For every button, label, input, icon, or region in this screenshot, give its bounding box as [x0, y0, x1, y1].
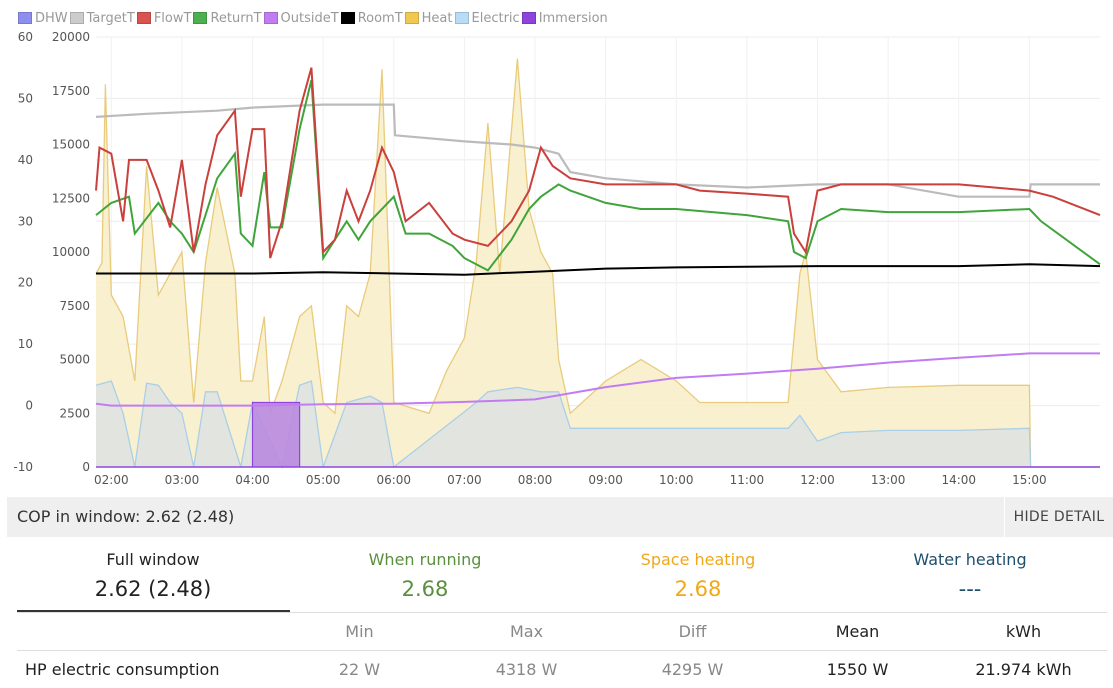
- x-tick-label: 09:00: [588, 473, 623, 487]
- stat-space-heating-value: 2.68: [674, 577, 722, 601]
- row-kwh: 21.974 kWh: [975, 660, 1072, 679]
- legend-swatch: [454, 12, 469, 24]
- legend-swatch: [136, 12, 151, 24]
- y-left-tick-label: 40: [18, 153, 33, 167]
- chart-svg[interactable]: 60 50 40 30 20 10 0 -10 20000 17500 15000 12500 1000…: [0, 0, 1113, 497]
- stat-full-window-value: 2.62 (2.48): [94, 577, 212, 601]
- legend-item-flowt[interactable]: FlowT: [136, 10, 192, 26]
- flow-t-line: [95, 67, 1101, 259]
- legend-label: Electric: [471, 10, 520, 26]
- stat-when-running[interactable]: When running 2.68: [289, 540, 561, 601]
- row-label: HP electric consumption: [25, 660, 220, 679]
- y-right-tick-label: 12500: [52, 191, 90, 205]
- y-left-tick-label: 30: [18, 214, 33, 228]
- y-right-tick-label: 2500: [59, 406, 90, 420]
- legend-item-roomt[interactable]: RoomT: [340, 10, 403, 26]
- header-max: Max: [509, 622, 544, 641]
- legend-label: OutsideT: [280, 10, 339, 26]
- heat-area: [96, 58, 1100, 467]
- header-diff: Diff: [678, 622, 707, 641]
- y-right-tick-label: 17500: [52, 84, 90, 98]
- row-mean: 1550 W: [826, 660, 889, 679]
- legend-label: FlowT: [153, 10, 192, 26]
- stat-space-heating-label: Space heating: [640, 550, 756, 569]
- consumption-table: Min Max Diff Mean kWh HP electric consum…: [17, 612, 1107, 688]
- stat-water-heating-value: ---: [958, 577, 982, 601]
- x-tick-label: 03:00: [165, 473, 200, 487]
- x-tick-label: 07:00: [447, 473, 482, 487]
- y-left-tick-label: -10: [13, 460, 33, 474]
- cop-stats: Full window 2.62 (2.48) When running 2.6…: [17, 540, 1107, 612]
- y-left-tick-label: 60: [18, 30, 33, 44]
- y-right-tick-label: 20000: [52, 30, 90, 44]
- chart-legend: DHW TargetT FlowT ReturnT OutsideT RoomT Heat E…: [18, 10, 610, 26]
- legend-label: Heat: [421, 10, 453, 26]
- header-kwh: kWh: [1005, 622, 1042, 641]
- legend-item-returnt[interactable]: ReturnT: [193, 10, 262, 26]
- cop-bar: COP in window: 2.62 (2.48) HIDE DETAIL: [7, 497, 1113, 537]
- stat-when-running-value: 2.68: [401, 577, 449, 601]
- legend-item-electric[interactable]: Electric: [454, 10, 520, 26]
- target-t-line: [95, 103, 1100, 198]
- y-right-tick-label: 0: [82, 460, 90, 474]
- outside-t-line: [95, 352, 1100, 407]
- stat-full-window[interactable]: Full window 2.62 (2.48): [17, 540, 289, 601]
- x-tick-label: 10:00: [659, 473, 694, 487]
- x-tick-label: 05:00: [306, 473, 341, 487]
- legend-item-targett[interactable]: TargetT: [69, 10, 135, 26]
- y-right-tick-label: 15000: [52, 138, 90, 152]
- x-tick-label: 04:00: [235, 473, 270, 487]
- stat-full-window-label: Full window: [106, 550, 200, 569]
- y-right-tick-label: 10000: [52, 245, 90, 259]
- legend-swatch: [263, 12, 278, 24]
- stat-water-heating-label: Water heating: [913, 550, 1027, 569]
- y-left-tick-label: 20: [18, 276, 33, 290]
- x-tick-label: 02:00: [94, 473, 129, 487]
- legend-swatch: [404, 12, 419, 24]
- hide-detail-button[interactable]: HIDE DETAIL: [1004, 497, 1113, 537]
- legend-item-immersion[interactable]: Immersion: [521, 10, 608, 26]
- cop-in-window-label: COP in window: 2.62 (2.48): [17, 507, 235, 526]
- y-right-tick-label: 5000: [59, 353, 90, 367]
- return-t-line: [95, 79, 1101, 272]
- legend-label: RoomT: [357, 10, 403, 26]
- stat-when-running-label: When running: [368, 550, 482, 569]
- legend-swatch: [69, 12, 84, 24]
- legend-swatch: [521, 12, 536, 24]
- header-min: Min: [345, 622, 374, 641]
- chart-area[interactable]: 60 50 40 30 20 10 0 -10 20000 17500 15000 12500 1000…: [0, 0, 1113, 497]
- legend-swatch: [193, 12, 208, 24]
- row-diff: 4295 W: [661, 660, 724, 679]
- active-tab-underline: [17, 610, 290, 612]
- legend-label: TargetT: [86, 10, 135, 26]
- x-tick-label: 14:00: [941, 473, 976, 487]
- y-left-tick-label: 10: [18, 337, 33, 351]
- stat-space-heating[interactable]: Space heating 2.68: [562, 540, 834, 601]
- legend-swatch: [340, 12, 355, 24]
- row-min: 22 W: [338, 660, 381, 679]
- x-tick-label: 13:00: [871, 473, 906, 487]
- table-header-row: Min Max Diff Mean kWh: [17, 612, 1107, 651]
- legend-label: Immersion: [538, 10, 608, 26]
- stat-water-heating[interactable]: Water heating ---: [834, 540, 1106, 601]
- room-t-line: [96, 263, 1101, 276]
- legend-item-dhw[interactable]: DHW: [18, 11, 68, 26]
- header-mean: Mean: [835, 622, 880, 641]
- legend-swatch: [18, 12, 32, 24]
- table-row: HP electric consumption 22 W 4318 W 4295…: [17, 651, 1107, 688]
- y-left-tick-label: 50: [18, 91, 33, 105]
- row-max: 4318 W: [495, 660, 558, 679]
- legend-item-heat[interactable]: Heat: [404, 10, 453, 26]
- heat-line: [95, 58, 1100, 468]
- y-right-tick-label: 7500: [59, 299, 90, 313]
- x-tick-label: 15:00: [1012, 473, 1047, 487]
- legend-label: DHW: [35, 10, 68, 26]
- legend-label: ReturnT: [210, 10, 262, 26]
- x-tick-label: 11:00: [730, 473, 765, 487]
- x-tick-label: 06:00: [376, 473, 411, 487]
- x-tick-label: 08:00: [518, 473, 553, 487]
- x-tick-label: 12:00: [800, 473, 835, 487]
- legend-item-outsidet[interactable]: OutsideT: [263, 10, 339, 26]
- y-left-tick-label: 0: [25, 399, 33, 413]
